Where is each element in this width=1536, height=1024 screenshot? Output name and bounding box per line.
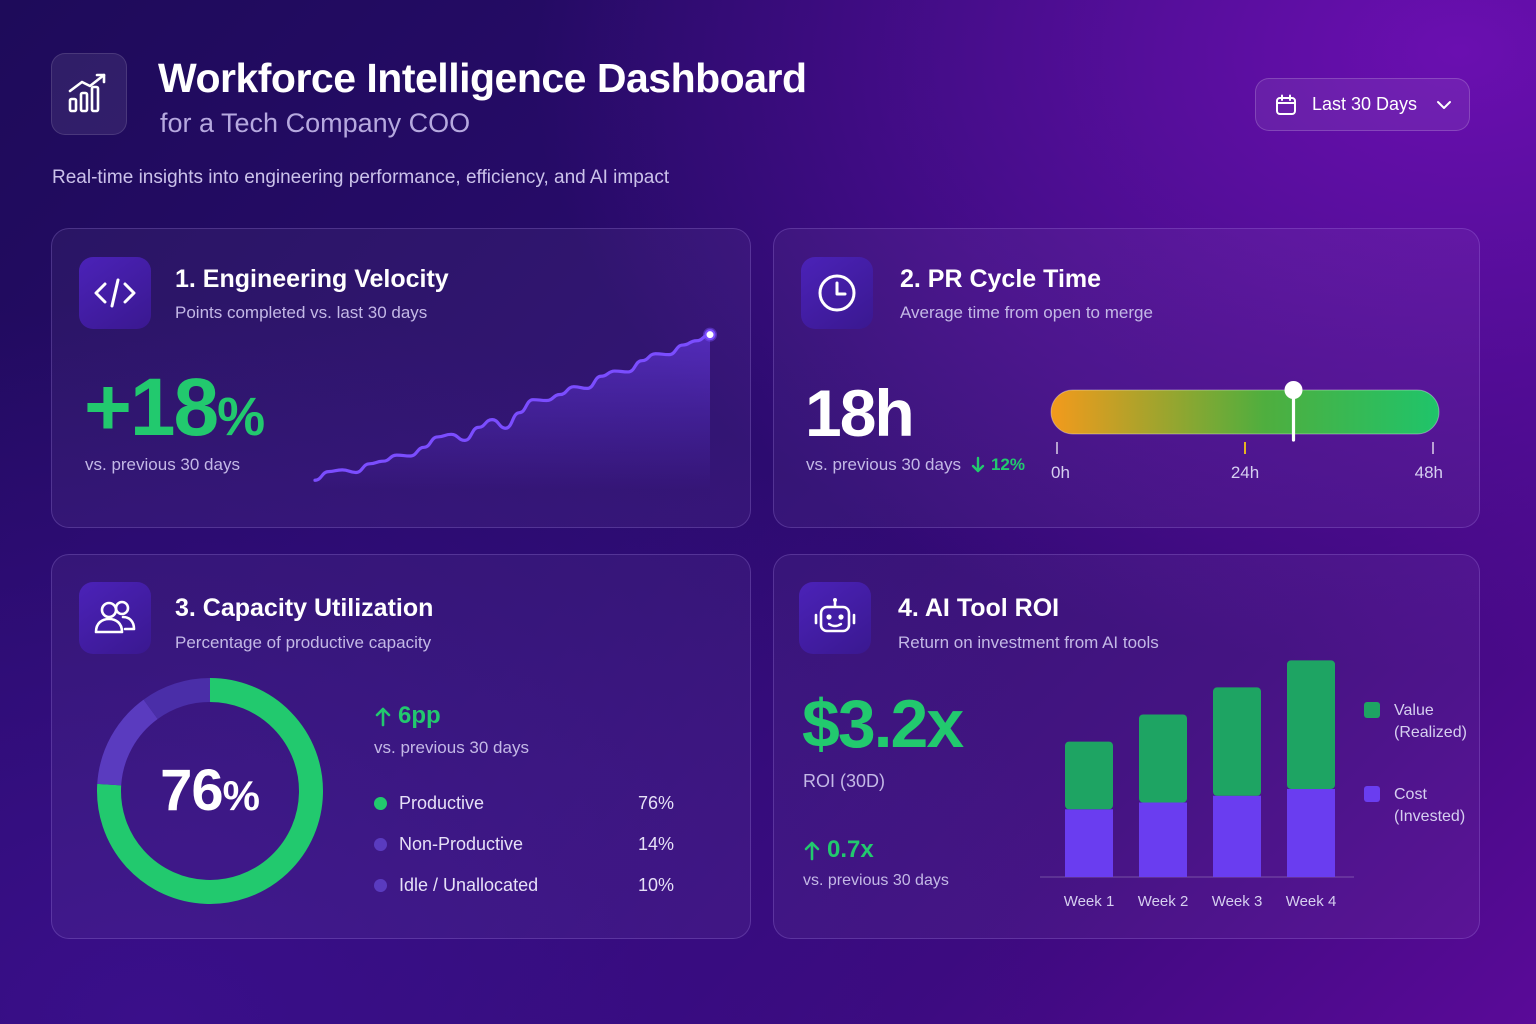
- legend-swatch: [1364, 702, 1380, 718]
- pr-cycle-comparison: vs. previous 30 days: [806, 455, 961, 474]
- pr-cycle-comparison-row: vs. previous 30 days 12%: [806, 455, 1025, 475]
- capacity-value-number: 76: [160, 758, 224, 823]
- capacity-icon-box: [79, 582, 151, 654]
- pr-cycle-card: [773, 228, 1480, 528]
- roi-legend-item: Value (Realized): [1364, 700, 1474, 744]
- velocity-icon-box: [79, 257, 151, 329]
- roi-bar-cost: [1287, 788, 1335, 877]
- roi-bar-cost: [1065, 809, 1113, 877]
- arrow-up-icon: [804, 841, 820, 861]
- roi-bar-value: [1139, 714, 1187, 803]
- capacity-title: 3. Capacity Utilization: [175, 594, 434, 622]
- ai-roi-value: $3.2x: [802, 686, 964, 762]
- velocity-title: 1. Engineering Velocity: [175, 265, 449, 293]
- robot-icon: [814, 598, 856, 633]
- ai-roi-subtitle: Return on investment from AI tools: [898, 633, 1159, 652]
- capacity-legend: Productive 76% Non-Productive 14% Idle / Una…: [374, 783, 674, 906]
- velocity-end-point: [704, 329, 716, 341]
- legend-value: 10%: [637, 875, 674, 895]
- capacity-value-unit: %: [222, 772, 260, 819]
- capacity-value: 76%: [95, 758, 325, 829]
- velocity-subtitle: Points completed vs. last 30 days: [175, 303, 428, 322]
- ai-roi-change: 0.7x: [827, 836, 874, 863]
- ai-roi-title: 4. AI Tool ROI: [898, 594, 1060, 622]
- roi-bar-value: [1065, 741, 1113, 810]
- pr-cycle-subtitle: Average time from open to merge: [900, 303, 1153, 322]
- page-subtitle: for a Tech Company COO: [160, 108, 471, 138]
- date-range-label: Last 30 Days: [1312, 94, 1418, 114]
- date-range-dropdown[interactable]: Last 30 Days: [1255, 78, 1470, 131]
- ai-roi-icon-box: [799, 582, 871, 654]
- gauge-marker: [1284, 381, 1303, 399]
- chevron-down-icon: [1437, 100, 1452, 109]
- gauge-tick-label: 24h: [1231, 463, 1259, 482]
- gauge-tick-label: 48h: [1415, 463, 1443, 482]
- capacity-change: 6pp: [398, 702, 441, 729]
- velocity-value-number: +18: [84, 362, 219, 453]
- velocity-value: +18%: [84, 363, 265, 462]
- logo: [51, 53, 127, 135]
- ai-roi-card: [773, 554, 1480, 939]
- calendar-icon: [1276, 94, 1296, 115]
- chart-growth-icon: [68, 73, 106, 113]
- legend-label: Value (Realized): [1394, 702, 1467, 741]
- ai-roi-comparison: vs. previous 30 days: [803, 872, 949, 889]
- capacity-subtitle: Percentage of productive capacity: [175, 633, 432, 652]
- legend-label: Non-Productive: [399, 834, 524, 854]
- velocity-area: [315, 334, 710, 490]
- legend-swatch: [1364, 786, 1380, 802]
- roi-bar-value: [1287, 660, 1335, 789]
- roi-week-label: Week 4: [1286, 893, 1337, 910]
- pr-cycle-change: 12%: [990, 455, 1025, 474]
- ai-roi-value-label: ROI (30D): [803, 771, 886, 791]
- arrow-down-icon: [971, 456, 985, 473]
- roi-legend-item: Cost (Invested): [1364, 784, 1474, 828]
- ai-roi-change-row: 0.7x: [803, 836, 874, 864]
- arrow-up-icon: [375, 707, 391, 727]
- legend-label: Cost (Invested): [1394, 786, 1466, 825]
- roi-week-label: Week 1: [1064, 893, 1115, 910]
- roi-bar-value: [1213, 687, 1261, 796]
- velocity-line: [313, 333, 712, 482]
- pr-cycle-title: 2. PR Cycle Time: [900, 265, 1102, 293]
- users-icon: [94, 600, 136, 634]
- capacity-donut-chart: [97, 678, 323, 904]
- velocity-value-unit: %: [217, 387, 266, 447]
- legend-label: Productive: [399, 793, 485, 813]
- legend-value: 14%: [637, 834, 674, 854]
- legend-dot: [374, 838, 387, 851]
- legend-dot: [374, 879, 387, 892]
- legend-dot: [374, 797, 387, 810]
- donut-slice-productive: [97, 678, 323, 904]
- capacity-comparison: vs. previous 30 days: [374, 738, 529, 757]
- pr-cycle-value: 18h: [805, 376, 915, 450]
- capacity-legend-item: Non-Productive 14%: [374, 824, 674, 865]
- legend-value: 76%: [637, 793, 674, 813]
- page-tagline: Real-time insights into engineering perf…: [52, 167, 670, 188]
- clock-icon: [818, 274, 856, 312]
- legend-label: Idle / Unallocated: [399, 875, 539, 895]
- roi-week-label: Week 3: [1212, 893, 1263, 910]
- gauge-bar: [1050, 389, 1440, 435]
- capacity-change-row: 6pp: [374, 702, 441, 730]
- pr-cycle-gauge: 0h 24h 48h: [1050, 381, 1443, 482]
- roi-bar-cost: [1213, 795, 1261, 877]
- code-icon: [94, 278, 136, 308]
- page-title: Workforce Intelligence Dashboard: [158, 55, 807, 101]
- gauge-tick-label: 0h: [1051, 463, 1070, 482]
- capacity-legend-item: Idle / Unallocated 10%: [374, 865, 674, 906]
- capacity-legend-item: Productive 76%: [374, 783, 674, 824]
- velocity-line-chart: [313, 327, 717, 490]
- velocity-comparison: vs. previous 30 days: [85, 455, 240, 474]
- roi-bar-cost: [1139, 802, 1187, 877]
- donut-slice-non-productive: [97, 699, 159, 786]
- ai-roi-bar-chart: Week 1 Week 2 Week 3 Week 4: [1040, 660, 1354, 910]
- roi-week-label: Week 2: [1138, 893, 1189, 910]
- pr-cycle-icon-box: [801, 257, 873, 329]
- donut-slice-idle-unallocated: [143, 678, 211, 720]
- ai-roi-legend: Value (Realized) Cost (Invested): [1364, 700, 1474, 828]
